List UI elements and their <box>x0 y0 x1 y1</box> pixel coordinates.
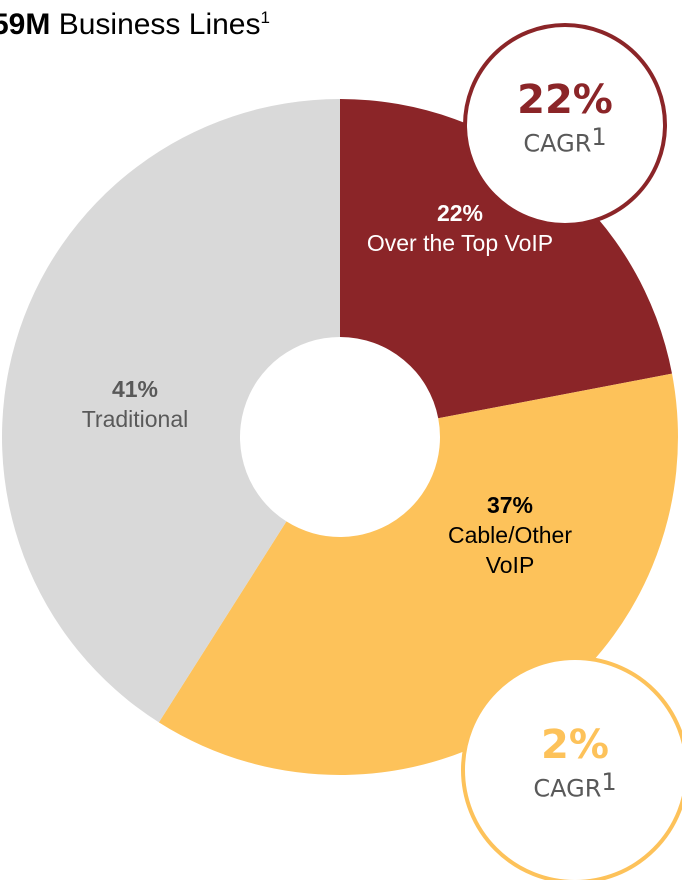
callout-note: 1 <box>591 123 607 151</box>
chart-title: 59M Business Lines1 <box>0 8 270 42</box>
category-label: Over the Top VoIP <box>366 230 554 256</box>
pie-segment <box>340 99 673 419</box>
callout-circle <box>463 23 667 227</box>
segment-label: 41% Traditional <box>55 374 215 434</box>
category-label: Cable/Other VoIP <box>447 522 572 578</box>
callout-value: 22% <box>517 77 613 123</box>
callout: 22% CAGR1 <box>475 77 655 157</box>
value-label: 41% <box>111 376 159 402</box>
callout: 2% CAGR1 <box>485 722 665 802</box>
callout-text: CAGR <box>523 129 592 158</box>
category-label: Traditional <box>81 406 189 432</box>
value-label: 22% <box>436 200 484 226</box>
title-text: Business Lines <box>58 8 261 41</box>
callout-circle <box>461 656 682 880</box>
segment-label: 37% Cable/Other VoIP <box>430 490 590 580</box>
segment-label: 22% Over the Top VoIP <box>360 198 560 258</box>
title-note: 1 <box>260 8 270 27</box>
value-label: 37% <box>486 492 534 518</box>
callout-text: CAGR <box>533 774 602 803</box>
callout-note: 1 <box>601 768 617 796</box>
callout-value: 2% <box>541 722 609 768</box>
pie-segment <box>2 98 341 723</box>
title-bold: 59M <box>0 8 51 41</box>
